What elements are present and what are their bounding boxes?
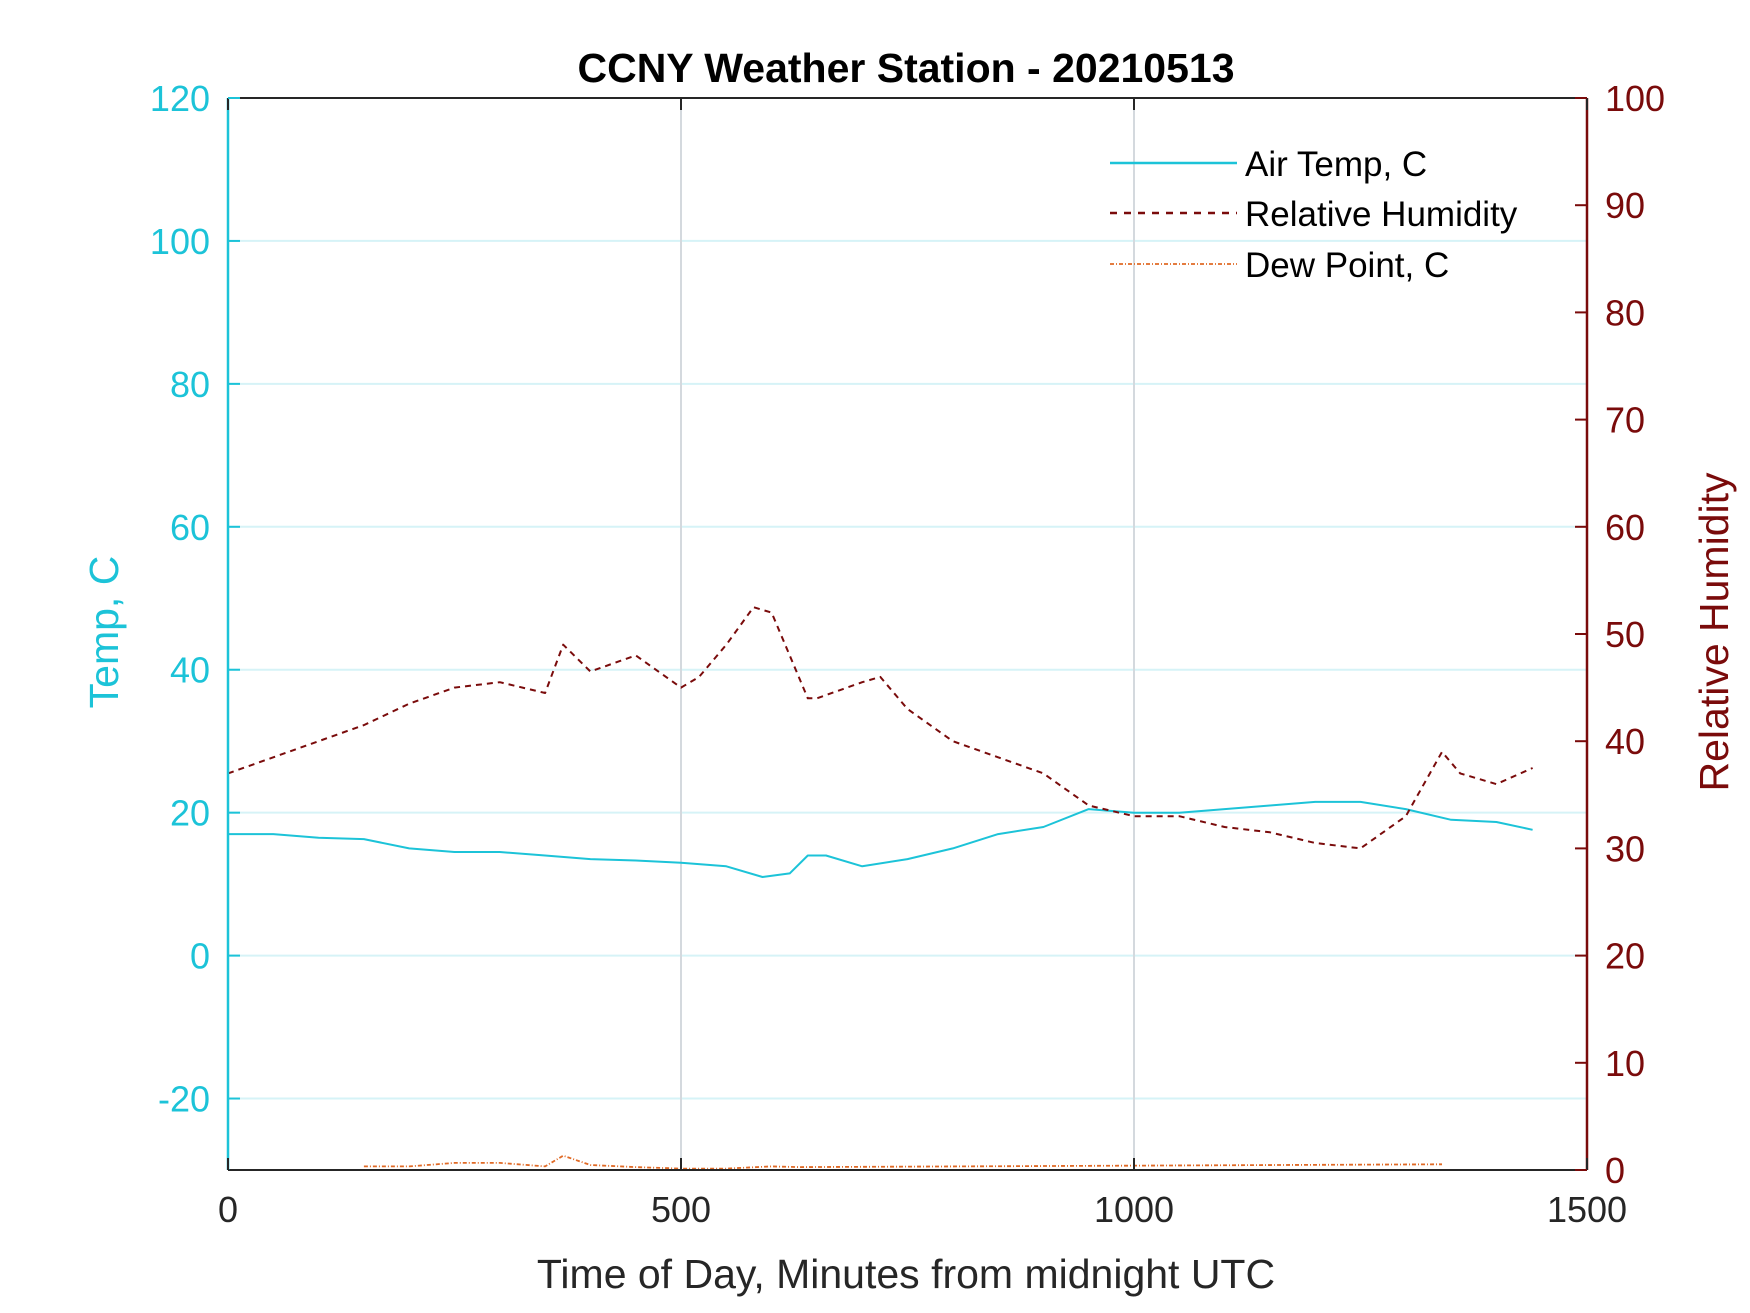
series-line-humidity (227, 606, 1534, 850)
legend-label-humidity: Relative Humidity (1245, 195, 1518, 234)
y-right-tick-label: 20 (1605, 936, 1645, 977)
x-tick-label: 0 (218, 1189, 238, 1230)
y-left-tick-label: 40 (170, 650, 210, 691)
y-left-tick-label: 80 (170, 364, 210, 405)
y-right-axis-label: Relative Humidity (1691, 472, 1737, 791)
series-layer (227, 606, 1534, 1170)
y-left-tick-label: 0 (190, 936, 210, 977)
y-right-tick-label: 70 (1605, 400, 1645, 441)
y-right-tick-label: 90 (1605, 185, 1645, 226)
y-left-tick-label: 60 (170, 507, 210, 548)
y-right-tick-label: 80 (1605, 292, 1645, 333)
y-left-tick-label: 100 (150, 221, 210, 262)
series-line-dew-point (363, 1154, 1443, 1170)
y-right-tick-label: 100 (1605, 78, 1665, 119)
y-right-tick-label: 60 (1605, 507, 1645, 548)
series-line-air-temp (228, 800, 1533, 878)
x-axis-label: Time of Day, Minutes from midnight UTC (537, 1251, 1275, 1297)
x-tick-label: 500 (651, 1189, 711, 1230)
y-right-tick-label: 0 (1605, 1150, 1625, 1191)
legend: Air Temp, C Relative Humidity Dew Point,… (1110, 145, 1518, 285)
ticks-layer: 0 500 1000 1500 -20 0 20 40 60 80 100 120 0 10 20 30 40 5… (150, 78, 1665, 1230)
y-right-tick-label: 40 (1605, 721, 1645, 762)
chart-title: CCNY Weather Station - 20210513 (577, 45, 1234, 91)
legend-label-air-temp: Air Temp, C (1245, 145, 1427, 184)
y-left-tick-label: -20 (158, 1079, 210, 1120)
x-tick-label: 1500 (1547, 1189, 1627, 1230)
y-left-axis-label: Temp, C (81, 556, 127, 709)
y-left-tick-label: 20 (170, 793, 210, 834)
y-right-tick-label: 50 (1605, 614, 1645, 655)
x-tick-label: 1000 (1094, 1189, 1174, 1230)
y-right-tick-label: 10 (1605, 1043, 1645, 1084)
legend-label-dew-point: Dew Point, C (1245, 246, 1449, 285)
y-left-tick-label: 120 (150, 78, 210, 119)
y-right-tick-label: 30 (1605, 828, 1645, 869)
